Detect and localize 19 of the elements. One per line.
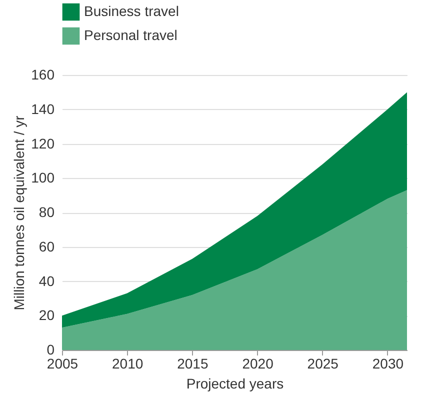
x-tick-label: 2020 <box>242 356 274 372</box>
y-tick-label: 20 <box>38 307 55 324</box>
x-tick-label: 2015 <box>177 356 208 372</box>
y-tick-label: 60 <box>38 238 55 254</box>
y-tick-label: 0 <box>46 342 55 358</box>
x-tick-label: 2005 <box>46 356 78 372</box>
y-tick-label: 160 <box>31 66 55 82</box>
y-tick-label: 100 <box>31 170 55 186</box>
y-tick-label: 140 <box>31 100 55 117</box>
y-tick-label: 120 <box>31 135 55 152</box>
x-tick-label: 2010 <box>112 356 144 372</box>
legend-label: Personal travel <box>84 27 178 43</box>
x-axis-title: Projected years <box>186 376 284 392</box>
y-tick-label: 80 <box>38 204 55 220</box>
x-tick-label: 2030 <box>372 356 404 372</box>
legend-label: Business travel <box>84 3 179 19</box>
x-tick-label: 2025 <box>307 356 339 372</box>
y-axis-title: Million tonnes oil equivalent / yr <box>11 115 28 310</box>
y-tick-label: 40 <box>38 272 55 289</box>
